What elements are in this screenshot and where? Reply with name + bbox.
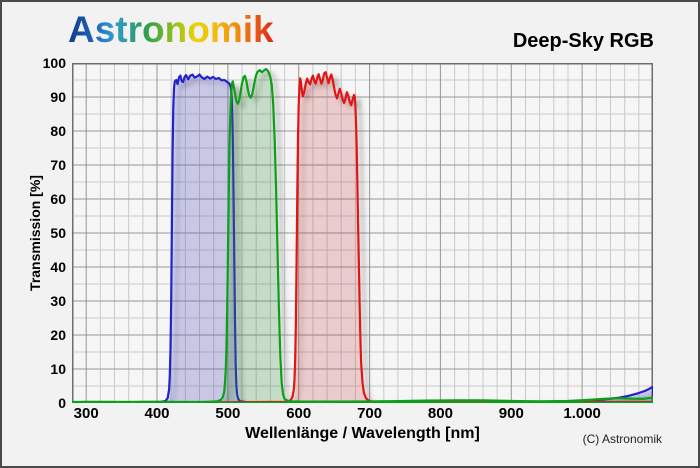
y-tick-label: 80 <box>50 123 66 139</box>
transmission-chart <box>72 63 653 403</box>
y-tick-label: 90 <box>50 89 66 105</box>
x-tick-label: 700 <box>357 405 383 422</box>
x-tick-label: 900 <box>498 405 524 422</box>
filter-curves <box>72 68 653 403</box>
page-title: Deep-Sky RGB <box>512 30 654 52</box>
y-tick-label: 40 <box>50 259 66 275</box>
copyright-note: (C) Astronomik <box>582 432 662 446</box>
x-tick-label: 600 <box>286 405 312 422</box>
y-tick-label: 70 <box>50 157 66 173</box>
astronomik-logo: Astronomik <box>68 9 274 50</box>
red-filter-curve <box>72 71 653 403</box>
x-tick-label: 400 <box>144 405 170 422</box>
x-tick-label: 300 <box>73 405 99 422</box>
y-tick-label: 50 <box>50 225 66 241</box>
x-tick-label: 1.000 <box>563 405 601 422</box>
x-tick-label: 800 <box>427 405 453 422</box>
x-tick-label: 500 <box>215 405 241 422</box>
green-filter-curve <box>72 68 653 403</box>
x-axis-title: Wellenlänge / Wavelength [nm] <box>245 425 480 442</box>
y-tick-label: 0 <box>58 395 66 411</box>
y-tick-label: 30 <box>50 293 66 309</box>
y-tick-label: 20 <box>50 327 66 343</box>
y-tick-label: 10 <box>50 361 66 377</box>
y-tick-label: 60 <box>50 191 66 207</box>
y-tick-label: 100 <box>42 55 66 71</box>
